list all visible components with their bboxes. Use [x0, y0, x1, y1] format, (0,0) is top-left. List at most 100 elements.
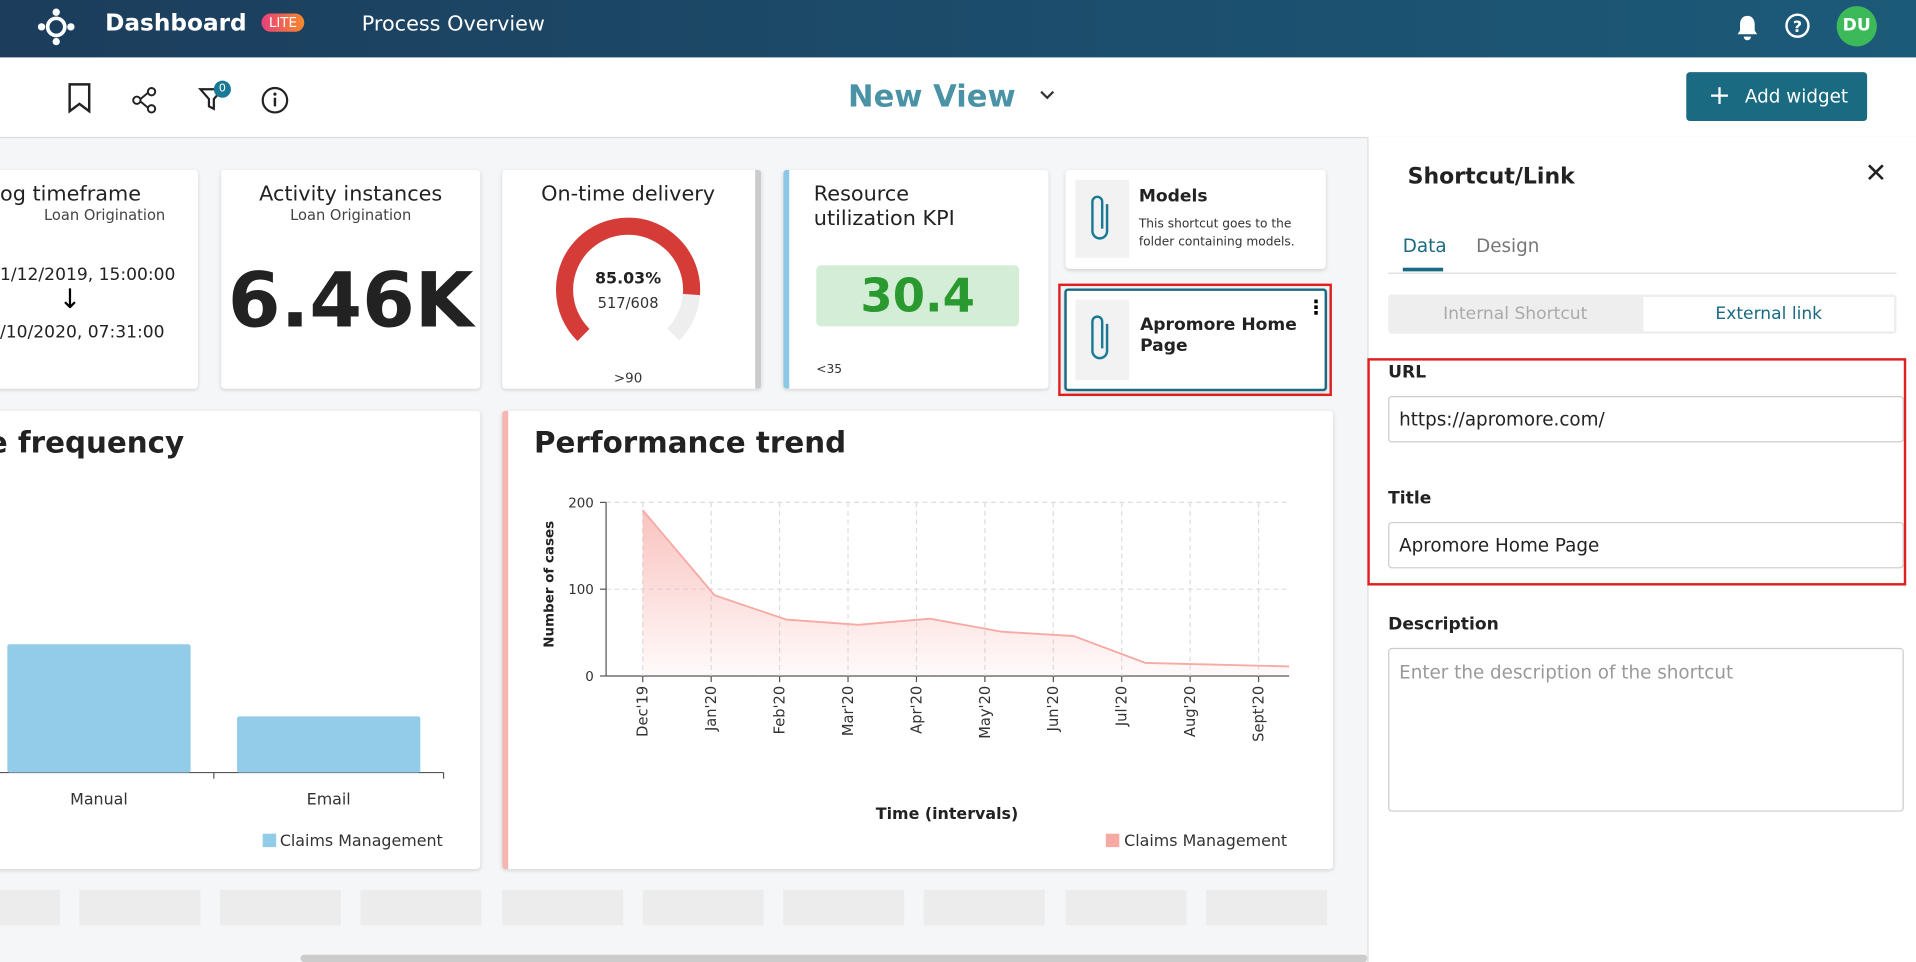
x-axis-label: Time (intervals) [876, 804, 1018, 823]
x-tick-label: Feb'20 [771, 686, 788, 735]
y-tick-label: 0 [585, 670, 594, 685]
legend-label: Claims Management [1124, 831, 1287, 850]
gauge: 85.03% 517/608 >90 [555, 169, 762, 389]
url-label: URL [1388, 363, 1427, 383]
add-widget-label: Add widget [1744, 85, 1849, 108]
share-icon[interactable] [132, 87, 159, 114]
add-widget-button[interactable]: + Add widget [1686, 72, 1868, 122]
scrollbar [755, 169, 762, 389]
placeholder [783, 889, 905, 926]
bell-icon[interactable] [1735, 13, 1759, 41]
x-tick-label: Jun'20 [1045, 686, 1062, 733]
arrow: ↓ [58, 284, 82, 316]
gauge-value [555, 217, 701, 362]
x-tick-label: Jan'20 [703, 686, 720, 732]
bookmark-icon[interactable] [66, 82, 93, 114]
placeholder [79, 889, 201, 926]
title-input[interactable]: Apromore Home Page [1388, 521, 1904, 569]
placeholder [923, 889, 1045, 926]
x-tick-label: Sept'20 [1250, 686, 1267, 742]
gauge-label: 85.03% [595, 269, 661, 288]
x-tick-label: Email [307, 789, 351, 808]
x-tick-label: Jul'20 [1114, 686, 1131, 727]
dropdown-icon[interactable] [1039, 89, 1056, 101]
end-date: /10/2020, 07:31:00 [0, 322, 165, 343]
legend-swatch [262, 833, 277, 848]
avatar[interactable]: DU [1836, 6, 1877, 47]
shortcut-title: Apromore Home Page [1140, 315, 1297, 356]
clip-icon [1091, 195, 1109, 240]
widget-subtitle: Loan Origination [43, 206, 166, 224]
bar [7, 644, 191, 773]
clip-icon [1091, 315, 1109, 360]
x-tick-label: Aug'20 [1182, 686, 1199, 737]
y-tick-label: 200 [568, 496, 594, 511]
placeholder [1065, 889, 1187, 926]
widget-title: Resource utilization KPI [813, 182, 955, 232]
x-tick-label: May'20 [977, 686, 994, 739]
placeholder [219, 889, 341, 926]
placeholder [642, 889, 764, 926]
placeholder [0, 889, 60, 926]
description-input[interactable]: Enter the description of the shortcut [1388, 647, 1904, 812]
toggle-external[interactable]: External link [1643, 297, 1895, 332]
tab-design[interactable]: Design [1476, 234, 1540, 257]
start-date: 1/12/2019, 15:00:00 [0, 265, 176, 285]
toolbar: 0 New View + Add widget [0, 57, 1916, 139]
area [642, 510, 1290, 676]
info-icon[interactable] [260, 86, 289, 115]
placeholder [502, 889, 624, 926]
kpi-target: <35 [816, 363, 843, 377]
frequency-widget[interactable]: e frequency Manual Email Claims Management [0, 410, 481, 870]
frequency-chart: e frequency Manual Email Claims Management [0, 425, 445, 850]
ontime-widget[interactable]: On-time delivery 85.03% 517/608 >90 [502, 169, 762, 389]
view-title[interactable]: New View [848, 78, 1016, 114]
kpi-value: 6.46K [227, 255, 474, 345]
legend-label: Claims Management [280, 831, 443, 850]
activity-widget[interactable]: Activity instances Loan Origination 6.46… [221, 169, 481, 389]
app-name: Dashboard [105, 9, 247, 37]
tab-data[interactable]: Data [1402, 234, 1447, 257]
help-icon[interactable]: ? [1783, 11, 1812, 40]
chart-title: Performance trend [534, 425, 846, 459]
panel-title: Shortcut/Link [1407, 163, 1575, 190]
url-input[interactable]: https://apromore.com/ [1388, 396, 1904, 443]
gauge-target: >90 [614, 372, 642, 387]
placeholder [1206, 889, 1328, 926]
home-shortcut[interactable]: Apromore Home Page ⋮ [1064, 288, 1328, 392]
y-tick-label: 100 [568, 583, 594, 598]
close-button[interactable]: ✕ [1864, 158, 1888, 190]
widget-subtitle: Loan Origination [290, 206, 412, 224]
chart-title: e frequency [0, 425, 184, 459]
x-tick-label: Dec'19 [635, 686, 652, 737]
menu-icon[interactable]: ⋮ [1306, 295, 1326, 320]
bar [237, 716, 421, 773]
x-tick-label: Apr'20 [908, 686, 925, 734]
x-tick-label: Manual [70, 789, 128, 808]
tab-indicator [1402, 267, 1444, 272]
toggle-internal[interactable]: Internal Shortcut [1443, 304, 1588, 324]
clip-box [1075, 299, 1130, 381]
shortcut-description: This shortcut goes to the folder contain… [1138, 217, 1295, 250]
filter-count: 0 [213, 80, 231, 98]
models-shortcut[interactable]: Models This shortcut goes to the folder … [1065, 169, 1326, 269]
divider [1388, 272, 1897, 274]
shortcut-title: Models [1138, 187, 1208, 207]
page-title: Process Overview [361, 12, 545, 37]
logo[interactable] [37, 7, 76, 46]
line [642, 509, 1290, 668]
widget-title: Activity instances [259, 182, 443, 207]
placeholder [360, 889, 482, 926]
scrollbar [300, 954, 1368, 962]
plus-icon: + [1708, 80, 1731, 112]
kpi-value: 30.4 [816, 265, 1020, 327]
widget-title: On-time delivery [541, 182, 716, 207]
widget-title: og timeframe [0, 182, 142, 207]
gauge-ratio: 517/608 [598, 295, 659, 312]
x-tick-label: Mar'20 [840, 686, 857, 736]
resource-widget[interactable]: Resource utilization KPI 30.4 <35 [783, 169, 1049, 389]
timeframe-widget[interactable]: og timeframe Loan Origination 1/12/2019,… [0, 169, 198, 389]
highlight [1058, 283, 1332, 397]
description-label: Description [1388, 614, 1499, 635]
